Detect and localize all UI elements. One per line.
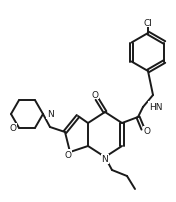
Text: O: O [92,90,99,99]
Text: O: O [143,127,150,136]
Text: O: O [9,124,16,133]
Text: HN: HN [149,102,162,111]
Text: Cl: Cl [144,18,152,27]
Text: N: N [47,110,54,119]
Text: O: O [64,150,71,159]
Text: N: N [102,155,108,164]
